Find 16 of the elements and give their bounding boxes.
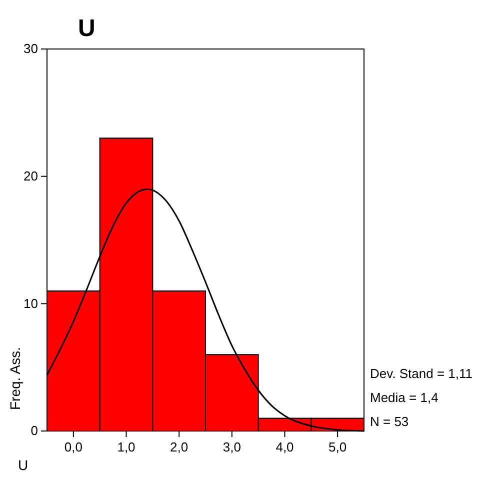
text: N = 53 xyxy=(370,414,409,429)
y-tick-label: 0 xyxy=(30,423,38,438)
y-tick-label: 30 xyxy=(24,41,38,56)
x-tick-label: 4,0 xyxy=(276,440,294,455)
y-tick-label: 20 xyxy=(24,168,38,184)
y-tick-label: 10 xyxy=(24,296,38,311)
x-tick-label: 1,0 xyxy=(117,440,136,455)
text: Dev. Stand = 1,11 xyxy=(370,366,473,381)
x-tick-label: 2,0 xyxy=(170,440,188,455)
x-axis-title: U xyxy=(18,457,28,473)
y-axis-title: Freq. Ass. xyxy=(7,346,23,410)
x-tick-label: 5,0 xyxy=(328,440,347,455)
x-tick-label: 3,0 xyxy=(222,440,241,455)
text: Media = 1,4 xyxy=(370,390,438,405)
x-tick-label: 0,0 xyxy=(64,440,82,455)
chart-title: U xyxy=(78,15,96,42)
